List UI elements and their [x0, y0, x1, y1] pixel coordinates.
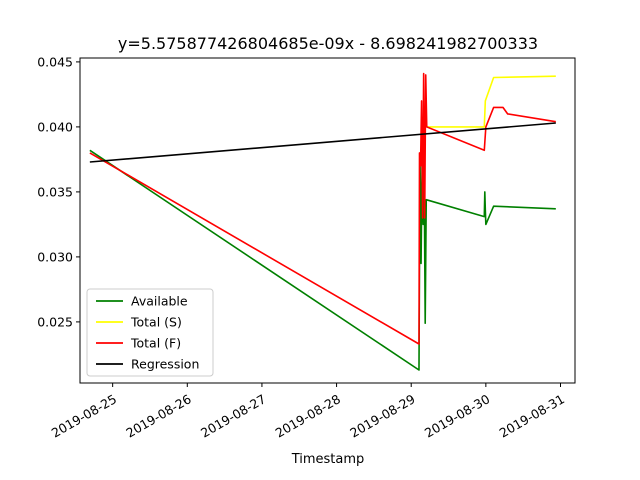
legend-label: Total (F): [130, 336, 181, 351]
legend: Available Total (S) Total (F) Regression: [86, 288, 214, 377]
y-tick-label: 0.045: [37, 54, 73, 69]
legend-box: [86, 288, 214, 377]
series-line-total-f: [89, 72, 556, 345]
plot-frame: [79, 57, 576, 384]
series-line-total-s: [426, 75, 556, 128]
y-tick-label: 0.040: [37, 119, 73, 134]
series-layer: [89, 72, 556, 371]
series-line-regression: [89, 122, 556, 163]
series-line-available: [89, 149, 556, 371]
legend-label: Regression: [131, 357, 199, 372]
x-axis-label: Timestamp: [291, 452, 365, 467]
chart-title: y=5.575877426804685e-09x - 8.69824198270…: [118, 34, 538, 53]
y-axis: 0.025 0.030 0.035 0.040 0.045: [37, 54, 80, 329]
y-tick-label: 0.025: [37, 314, 73, 329]
y-tick-label: 0.035: [37, 184, 73, 199]
legend-label: Available: [131, 294, 188, 309]
legend-label: Total (S): [130, 315, 182, 330]
y-tick-label: 0.030: [37, 249, 73, 264]
